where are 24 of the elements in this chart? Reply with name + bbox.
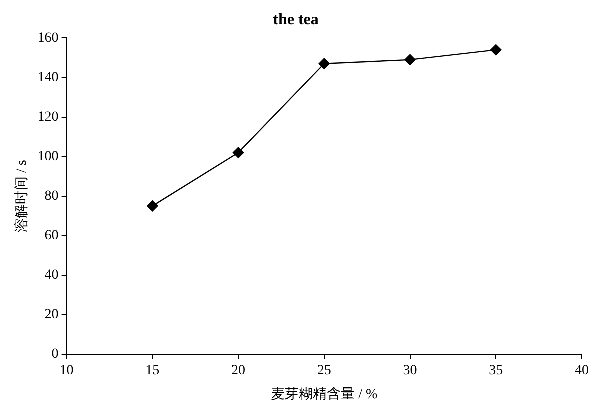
y-tick-label: 140 — [38, 70, 59, 86]
y-tick-label: 160 — [38, 30, 59, 46]
y-tick-label: 20 — [44, 308, 59, 323]
point — [147, 200, 158, 212]
point — [232, 147, 244, 158]
x-tick-label: 10 — [60, 363, 74, 378]
x-tick-label: 15 — [146, 363, 160, 378]
y-tick-label: 80 — [44, 188, 59, 204]
y-tick-label: 60 — [44, 228, 59, 244]
y-tick-label: 120 — [38, 110, 59, 125]
x-tick-label: 25 — [317, 363, 332, 378]
point — [490, 44, 502, 56]
y-axis-title: 溶解时间 / s — [14, 160, 30, 232]
x-tick-label: 35 — [489, 363, 504, 378]
y-tick-label: 0 — [52, 347, 59, 362]
x-tick-label: 20 — [232, 363, 246, 378]
point — [318, 58, 330, 70]
y-tick-label: 40 — [44, 268, 59, 284]
x-axis-title: 麦芽糊精含量 / % — [271, 386, 378, 402]
x-tick-label: 40 — [575, 363, 589, 378]
chart-title: the tea — [273, 12, 319, 29]
x-tick-label: 30 — [403, 363, 418, 378]
point — [404, 54, 416, 66]
y-tick-label: 100 — [38, 149, 59, 164]
